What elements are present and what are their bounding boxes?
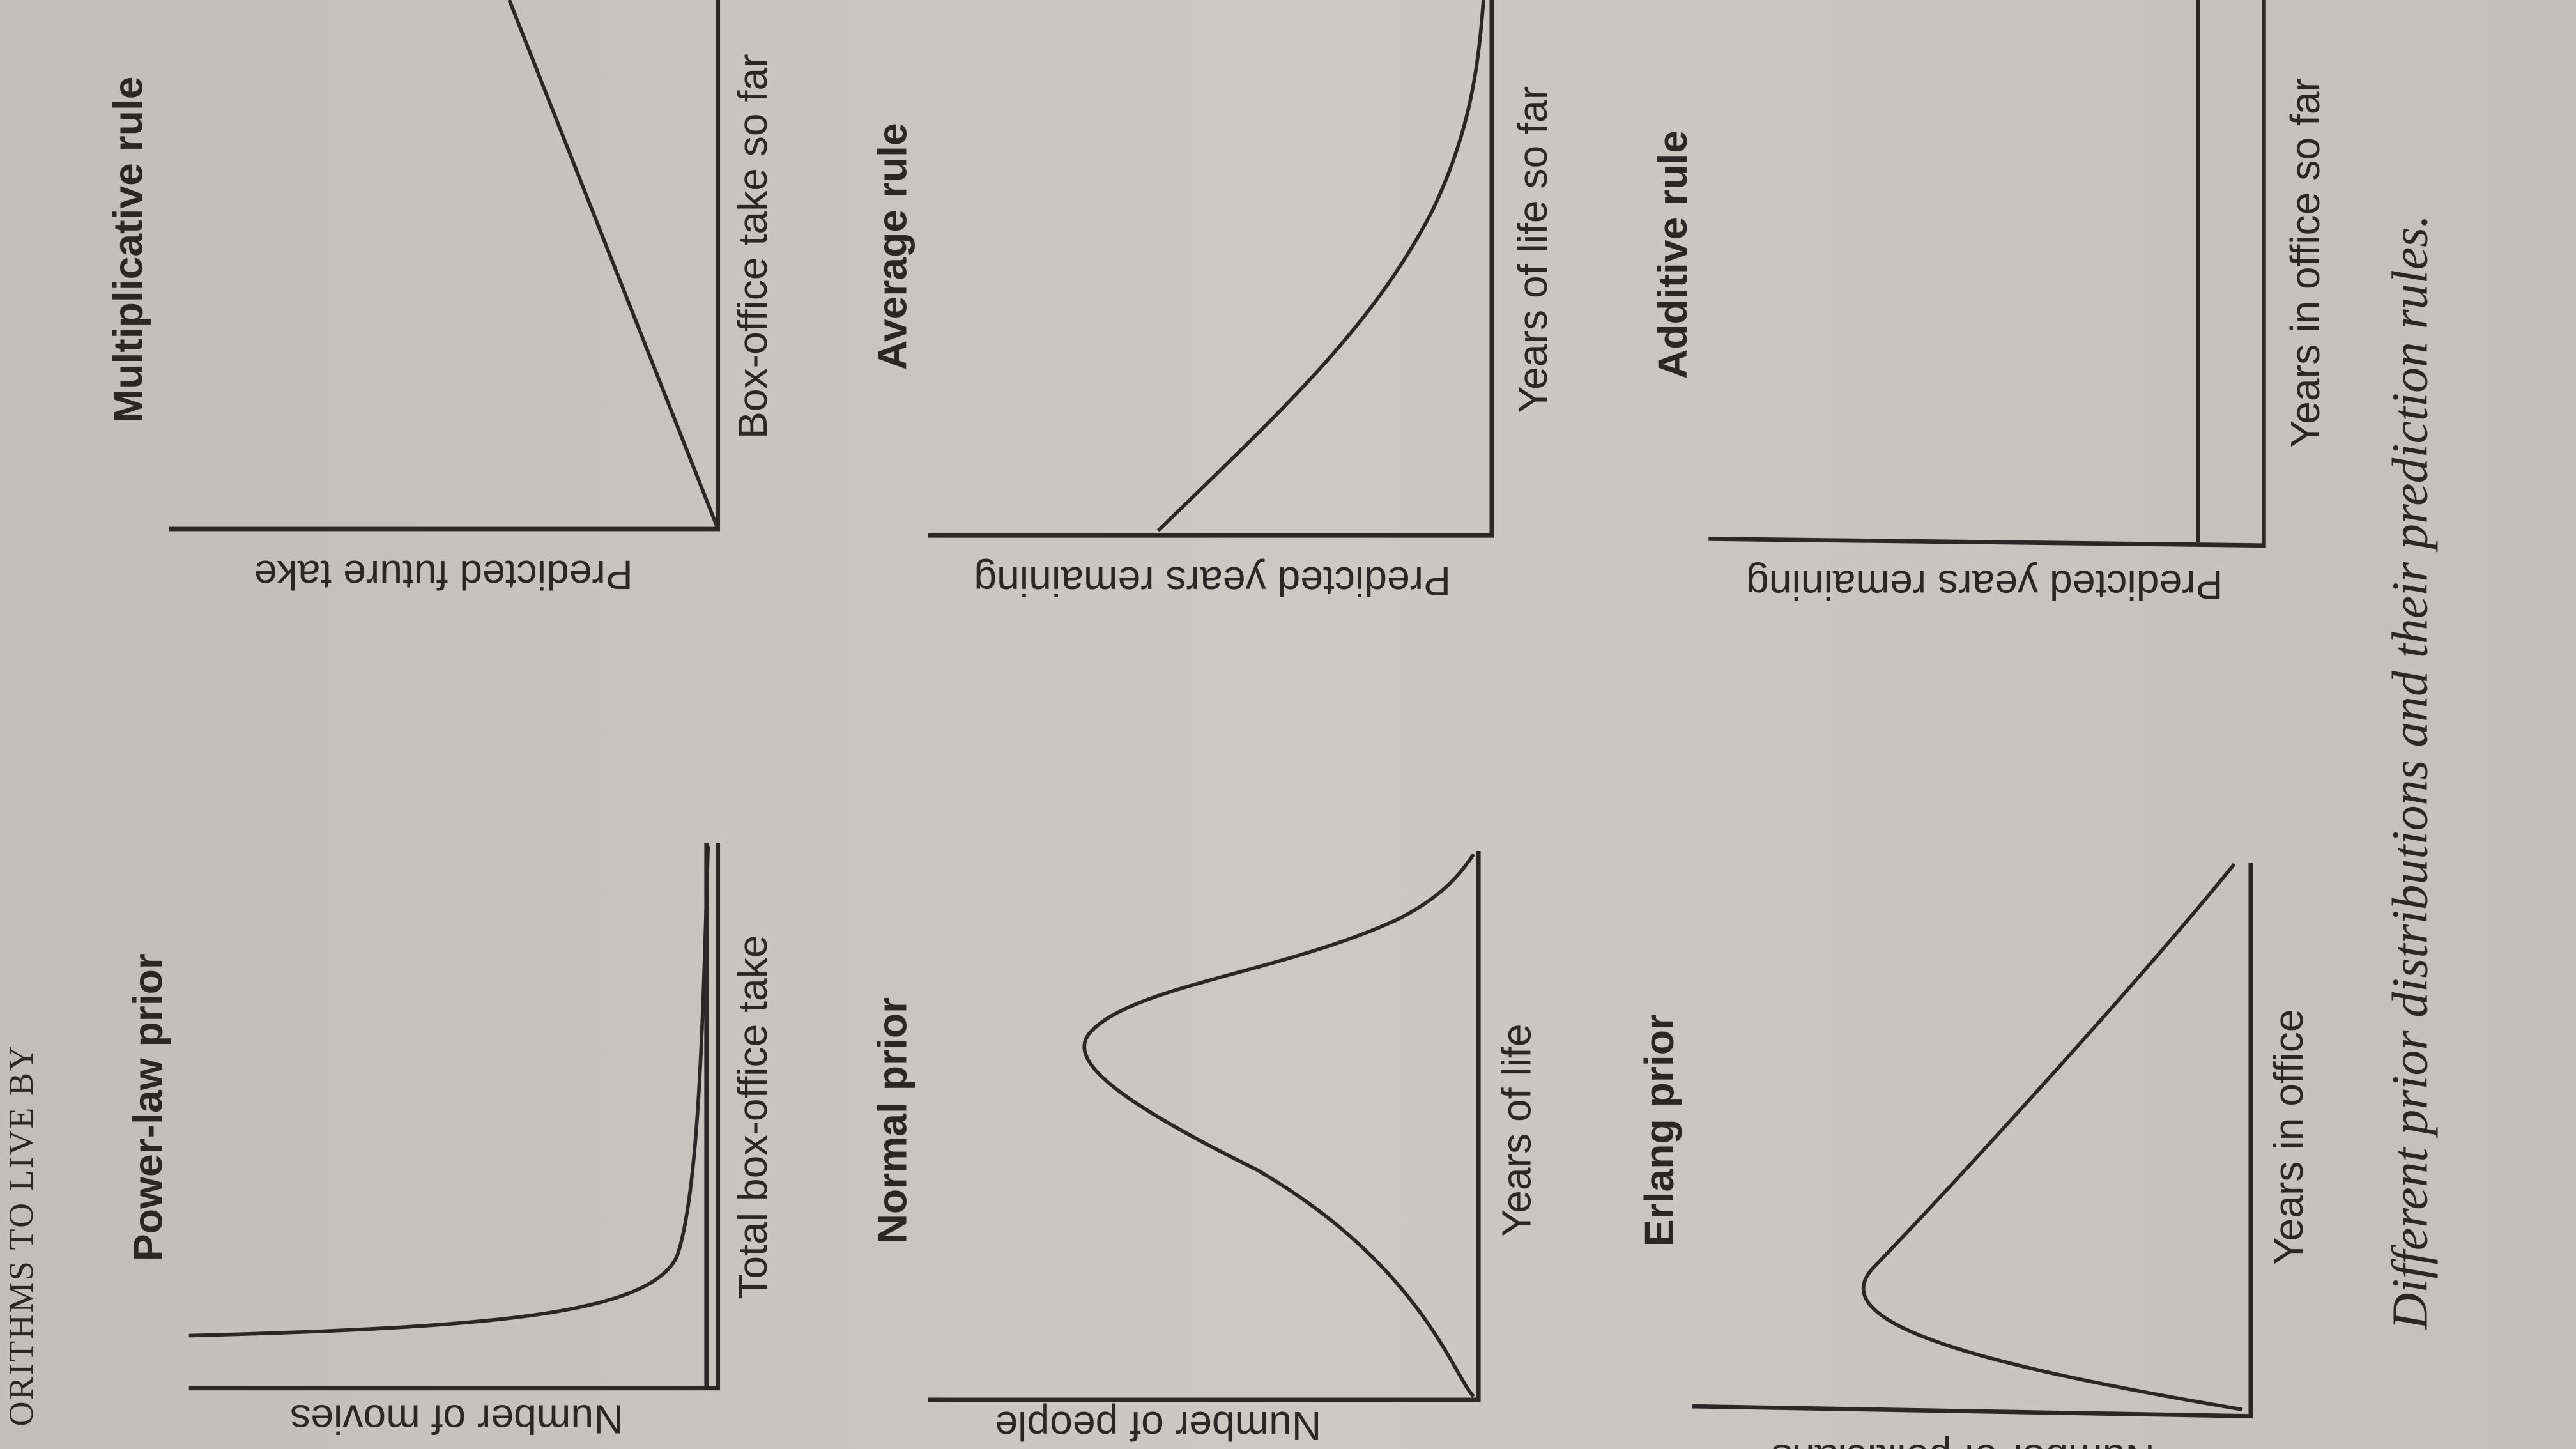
axes <box>1708 0 2266 548</box>
panel-title: Average rule <box>869 123 915 370</box>
page-content: ORITHMS TO LIVE BY Power-law prior Total… <box>2 0 2438 1449</box>
panel-title: Multiplicative rule <box>105 76 151 423</box>
axes <box>928 850 1481 1402</box>
panel-title: Additive rule <box>1650 130 1696 379</box>
panel-title: Erlang prior <box>1636 1014 1682 1246</box>
x-axis-label: Years in office <box>2266 1009 2312 1264</box>
y-axis-label: Predicted years remaining <box>974 558 1451 604</box>
figure-caption: Different prior distributions and their … <box>2382 215 2438 1330</box>
curve <box>1861 862 2243 1412</box>
y-axis-label: Number of politicians <box>1772 1436 2155 1449</box>
x-axis-label: Years in office so far <box>2282 78 2328 448</box>
y-axis-label: Number of people <box>995 1403 1321 1449</box>
x-axis-label: Box-office take so far <box>730 54 776 439</box>
curve <box>1156 0 1485 532</box>
running-header: ORITHMS TO LIVE BY <box>2 1045 40 1427</box>
curve <box>188 846 710 1338</box>
x-axis-label: Years of life so far <box>1510 86 1556 413</box>
y-axis-label: Predicted years remaining <box>1746 562 2223 608</box>
panel-title: Power-law prior <box>125 953 171 1261</box>
axes <box>928 0 1494 538</box>
curve <box>1082 853 1475 1398</box>
panel-title: Normal prior <box>869 997 915 1244</box>
x-axis-label: Years of life <box>1494 1023 1540 1236</box>
y-axis-label: Predicted future take <box>254 552 633 598</box>
x-axis-label: Total box-office take <box>730 935 776 1299</box>
axes <box>1692 862 2253 1418</box>
prediction-line <box>507 0 720 530</box>
y-axis-label: Number of movies <box>290 1397 623 1443</box>
